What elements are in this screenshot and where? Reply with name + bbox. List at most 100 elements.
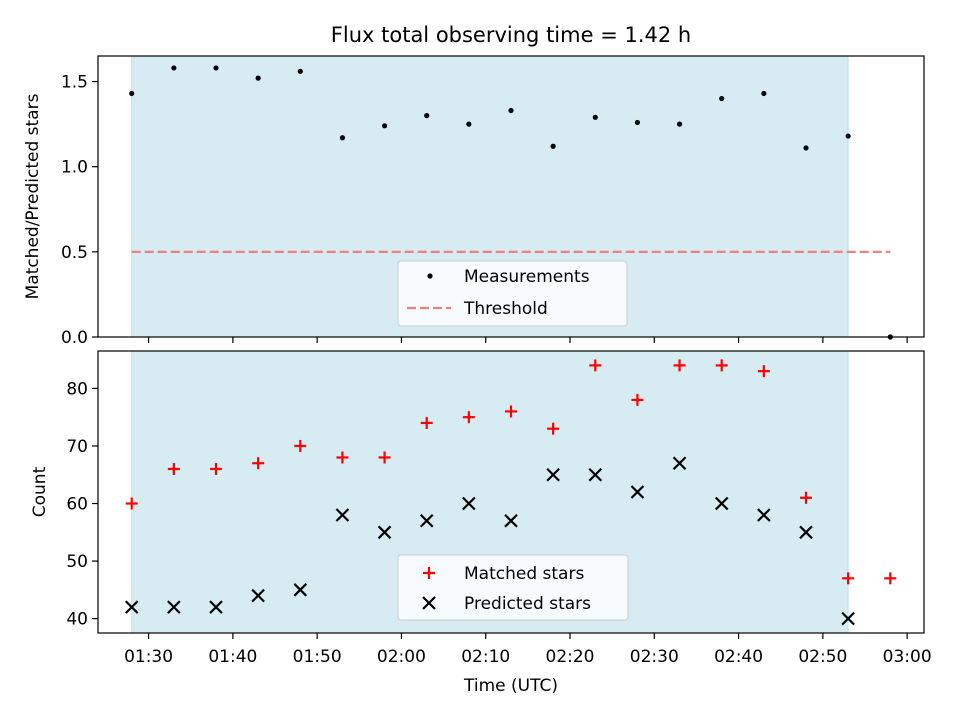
predicted-star-point <box>377 525 392 540</box>
measurement-points <box>129 65 893 340</box>
matched-star-point <box>336 451 349 464</box>
bottom-y-ticks: 40 50 60 70 80 <box>66 379 98 630</box>
matched-star-point <box>294 439 307 452</box>
matched-star-point <box>800 491 812 504</box>
bottom-axes-frame <box>97 350 925 634</box>
measurement-point <box>255 75 261 81</box>
bottom-y-tick-label: 70 <box>66 437 88 457</box>
x-tick-label: 02:20 <box>546 647 595 667</box>
legend-threshold-label: Threshold <box>463 299 548 319</box>
predicted-star-point <box>462 496 476 511</box>
measurement-point <box>550 143 556 149</box>
measurement-point <box>676 121 683 127</box>
x-tick-label: 02:10 <box>461 647 510 667</box>
predicted-star-point <box>757 508 771 522</box>
predicted-star-point <box>124 600 139 614</box>
matched-star-point <box>252 457 265 470</box>
measurement-point <box>761 90 767 97</box>
predicted-star-point <box>588 467 603 482</box>
predicted-star-point <box>335 508 350 522</box>
bottom-legend-box <box>397 554 629 621</box>
predicted-star-point <box>672 456 687 471</box>
bottom-y-tick-label: 60 <box>66 495 88 515</box>
matched-star-point <box>842 572 855 585</box>
predicted-star-point <box>841 611 855 626</box>
count-points <box>124 359 897 626</box>
legend-predicted-label: Predicted stars <box>464 594 591 614</box>
predicted-star-point <box>419 513 434 528</box>
matched-star-point <box>757 365 770 378</box>
measurement-point <box>339 135 346 141</box>
x-tick-label: 01:40 <box>208 647 257 667</box>
bottom-y-axis-label: Count <box>30 466 50 517</box>
legend-matched-marker <box>423 567 435 579</box>
matched-star-point <box>462 411 475 424</box>
top-y-tick-label: 1.0 <box>61 158 88 178</box>
top-panel: 0.0 0.5 1.0 1.5 Matched/Predicted stars Mea… <box>23 55 925 348</box>
predicted-star-point <box>799 525 813 540</box>
predicted-star-point <box>251 588 265 603</box>
matched-star-point <box>673 359 686 372</box>
measurement-point <box>381 123 388 129</box>
predicted-star-point <box>630 485 645 499</box>
x-axis-label: Time (UTC) <box>463 676 558 696</box>
matched-star-point <box>505 405 517 418</box>
x-tick-label: 02:50 <box>798 647 847 667</box>
measurement-point <box>424 113 430 119</box>
matched-star-point <box>420 416 433 429</box>
matched-star-point <box>589 359 602 372</box>
predicted-star-point <box>167 600 181 614</box>
matched-star-point <box>884 572 897 585</box>
x-tick-label: 01:50 <box>293 647 342 667</box>
legend-predicted-marker <box>422 596 436 610</box>
x-tick-label: 01:30 <box>124 647 173 667</box>
top-y-tick-label: 0.5 <box>61 243 88 263</box>
matched-star-point <box>547 422 560 435</box>
matched-star-point <box>715 359 728 372</box>
bottom-legend: Matched stars Predicted stars <box>397 554 629 621</box>
measurement-point <box>803 145 809 151</box>
bottom-y-tick-label: 50 <box>66 552 88 572</box>
top-y-ticks: 0.0 0.5 1.0 1.5 <box>61 73 98 348</box>
matched-star-point <box>631 393 644 406</box>
matched-star-point <box>125 497 138 510</box>
matched-star-point <box>378 451 391 464</box>
chart-title: Flux total observing time = 1.42 h <box>331 23 691 47</box>
measurement-point <box>466 121 472 127</box>
matched-star-point <box>167 462 180 475</box>
top-y-tick-label: 0.0 <box>61 328 88 348</box>
top-legend-box <box>397 260 628 327</box>
measurement-point <box>634 119 641 126</box>
legend-matched-label: Matched stars <box>464 564 584 584</box>
measurement-point <box>213 65 219 71</box>
bottom-y-tick-label: 80 <box>66 379 88 399</box>
x-tick-label: 02:30 <box>630 647 679 667</box>
measurement-point <box>129 90 135 97</box>
x-tick-label: 02:00 <box>377 647 426 667</box>
bottom-panel: 40 50 60 70 80 01:30 01:40 01:50 02:00 02:10 02:2… <box>30 350 932 696</box>
measurement-point <box>719 95 725 102</box>
top-y-tick-label: 1.5 <box>61 73 88 93</box>
measurement-point <box>592 114 598 120</box>
predicted-star-point <box>293 583 308 597</box>
predicted-star-point <box>546 467 560 482</box>
legend-measurements-label: Measurements <box>464 267 590 287</box>
matched-star-point <box>210 462 222 475</box>
measurement-point <box>508 107 514 114</box>
bottom-y-tick-label: 40 <box>66 610 88 630</box>
predicted-star-point <box>209 600 223 614</box>
legend-measurements-marker <box>427 273 433 279</box>
x-tick-label: 02:40 <box>714 647 763 667</box>
predicted-star-point <box>504 513 518 528</box>
measurement-point <box>297 68 303 74</box>
bottom-x-ticks: 01:30 01:40 01:50 02:00 02:10 02:20 02:30 02:40… <box>124 633 932 667</box>
top-x-ticks <box>147 337 908 343</box>
predicted-star-point <box>714 496 729 511</box>
top-legend: Measurements Threshold <box>397 260 628 327</box>
top-y-axis-label: Matched/Predicted stars <box>23 93 43 299</box>
x-tick-label: 03:00 <box>883 647 932 667</box>
measurement-point <box>845 133 851 139</box>
top-axes-frame <box>97 55 925 338</box>
measurement-point <box>171 65 177 71</box>
